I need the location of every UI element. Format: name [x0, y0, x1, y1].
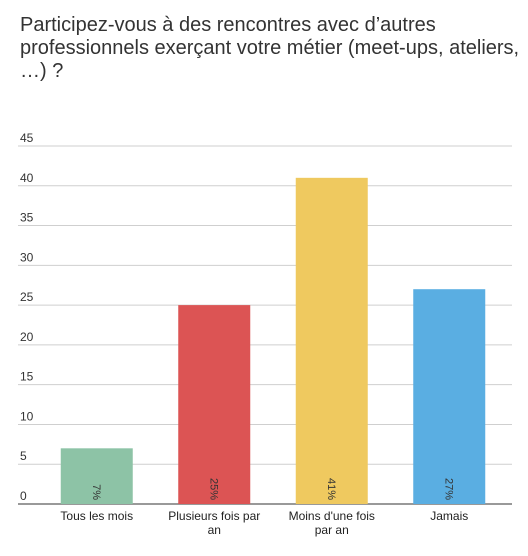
x-category-label: Moins d'une fois par an — [289, 509, 375, 537]
y-tick-label: 25 — [20, 290, 34, 304]
data-label: 27% — [442, 478, 454, 500]
y-tick-label: 30 — [20, 250, 34, 264]
data-labels: 7% 25% 41% 27% — [90, 478, 455, 500]
bar — [178, 305, 251, 504]
y-tick-label: 0 — [20, 489, 27, 503]
chart-title: Participez-vous à des rencontres avec d’… — [20, 14, 520, 82]
x-axis-labels: Tous les mois Plusieurs fois par an Moins d… — [60, 509, 468, 537]
y-tick-label: 35 — [20, 211, 34, 225]
y-tick-label: 15 — [20, 370, 34, 384]
bar — [60, 448, 133, 504]
bar — [413, 289, 486, 504]
data-label: 41% — [325, 478, 337, 500]
bar — [295, 177, 368, 505]
x-category-label: Plusieurs fois par an — [168, 509, 260, 537]
bars — [60, 177, 486, 505]
y-tick-label: 40 — [20, 171, 34, 185]
y-tick-label: 45 — [20, 131, 34, 145]
x-category-label: Jamais — [430, 509, 468, 523]
y-axis-ticks: 0 5 10 15 20 25 30 35 40 45 — [20, 131, 34, 503]
y-tick-label: 10 — [20, 409, 34, 423]
x-category-label: Tous les mois — [60, 509, 133, 523]
data-label: 25% — [207, 478, 219, 500]
y-tick-label: 20 — [20, 330, 34, 344]
data-label: 7% — [90, 484, 102, 500]
y-tick-label: 5 — [20, 449, 27, 463]
